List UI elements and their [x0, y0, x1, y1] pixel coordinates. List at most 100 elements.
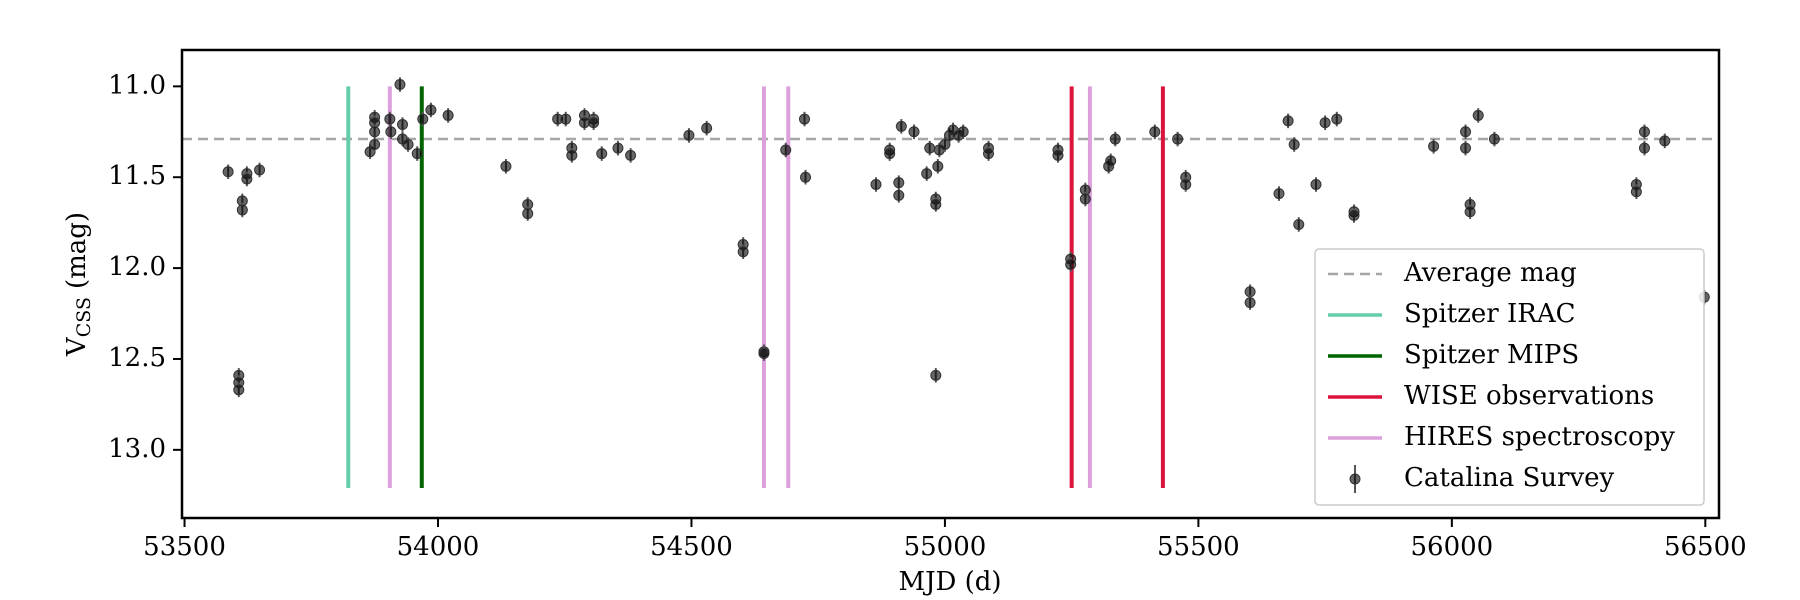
- x-tick-label: 56500: [1664, 532, 1747, 562]
- data-point: [369, 126, 381, 138]
- data-point: [1331, 113, 1343, 125]
- data-point: [1310, 178, 1322, 190]
- data-point: [417, 113, 429, 125]
- x-tick-label: 53500: [143, 532, 226, 562]
- data-point: [1472, 109, 1484, 121]
- data-point: [1109, 133, 1121, 145]
- legend-label: HIRES spectroscopy: [1404, 422, 1675, 452]
- data-point: [402, 139, 414, 151]
- y-tick-label: 13.0: [108, 434, 166, 464]
- data-point: [893, 189, 905, 201]
- data-point: [578, 117, 590, 129]
- data-point: [1065, 258, 1077, 270]
- data-point: [1428, 140, 1440, 152]
- x-tick-label: 54000: [397, 532, 480, 562]
- data-point: [1460, 142, 1472, 154]
- data-point: [500, 160, 512, 172]
- legend-box: [1314, 248, 1705, 506]
- data-point: [588, 117, 600, 129]
- axes-frame: [180, 48, 1721, 520]
- data-point: [780, 144, 792, 156]
- data-point: [1488, 133, 1500, 145]
- data-point: [566, 149, 578, 161]
- data-point: [1105, 155, 1117, 167]
- data-point: [800, 171, 812, 183]
- data-point: [1288, 139, 1300, 151]
- y-label-main: V: [62, 336, 92, 357]
- y-tick-label: 12.5: [108, 343, 166, 373]
- data-point: [683, 129, 695, 141]
- data-point: [1172, 133, 1184, 145]
- data-point: [799, 113, 811, 125]
- legend-label: Spitzer IRAC: [1404, 299, 1576, 329]
- data-point: [1052, 149, 1064, 161]
- x-tick-label: 55500: [1157, 532, 1240, 562]
- data-point: [233, 384, 245, 396]
- x-tick-label: 54500: [650, 532, 733, 562]
- legend-symbol: [1349, 473, 1361, 485]
- data-point: [1348, 209, 1360, 221]
- data-point: [921, 168, 933, 180]
- x-axis-label: MJD (d): [898, 567, 1001, 597]
- data-point: [596, 148, 608, 160]
- data-point: [1149, 126, 1161, 138]
- data-point: [1244, 297, 1256, 309]
- data-point: [385, 126, 397, 138]
- data-point: [1273, 188, 1285, 200]
- data-point: [1460, 126, 1472, 138]
- data-point: [1464, 206, 1476, 218]
- data-point: [1180, 178, 1192, 190]
- data-point: [394, 79, 406, 91]
- x-tick-label: 55000: [904, 532, 987, 562]
- data-point: [369, 139, 381, 151]
- legend-label: Average mag: [1403, 258, 1577, 288]
- data-point: [737, 246, 749, 258]
- legend-label: WISE observations: [1404, 381, 1654, 411]
- data-point: [983, 148, 995, 160]
- data-point: [930, 369, 942, 381]
- data-point: [1319, 117, 1331, 129]
- data-point: [884, 148, 896, 160]
- data-point: [924, 142, 936, 154]
- legend-label: Spitzer MIPS: [1404, 340, 1579, 370]
- data-point: [932, 160, 944, 172]
- data-point: [254, 164, 266, 176]
- data-point: [1630, 186, 1642, 198]
- legend-label: Catalina Survey: [1404, 463, 1615, 493]
- data-point: [1638, 142, 1650, 154]
- data-point: [870, 178, 882, 190]
- y-tick-label: 12.0: [108, 252, 166, 282]
- data-point: [425, 104, 437, 116]
- data-point: [384, 113, 396, 125]
- y-axis-label: VCSS (mag): [62, 212, 95, 357]
- data-point: [612, 142, 624, 154]
- data-point: [1079, 193, 1091, 205]
- data-point: [1282, 115, 1294, 127]
- data-point: [1244, 286, 1256, 298]
- data-point: [442, 109, 454, 121]
- data-point: [1638, 126, 1650, 138]
- data-point: [411, 148, 423, 160]
- data-point: [957, 126, 969, 138]
- data-point: [625, 149, 637, 161]
- data-point: [895, 120, 907, 132]
- legend: Average mag Spitzer IRAC Spitzer MIPS WISE …: [1314, 248, 1705, 506]
- data-point: [241, 173, 253, 185]
- data-point: [397, 119, 409, 131]
- y-tick-label: 11.5: [108, 161, 166, 191]
- data-point: [930, 198, 942, 210]
- x-tick-label: 56000: [1410, 532, 1493, 562]
- data-point: [893, 177, 905, 189]
- data-point: [560, 113, 572, 125]
- y-label-unit: (mag): [62, 212, 92, 289]
- data-point: [236, 204, 248, 216]
- y-tick-label: 11.0: [108, 70, 166, 100]
- data-point: [908, 126, 920, 138]
- plot-area: [182, 77, 1719, 489]
- y-label-sub: CSS: [73, 297, 95, 337]
- data-point: [222, 166, 234, 178]
- data-point: [1659, 135, 1671, 147]
- data-point: [939, 139, 951, 151]
- data-point: [701, 122, 713, 134]
